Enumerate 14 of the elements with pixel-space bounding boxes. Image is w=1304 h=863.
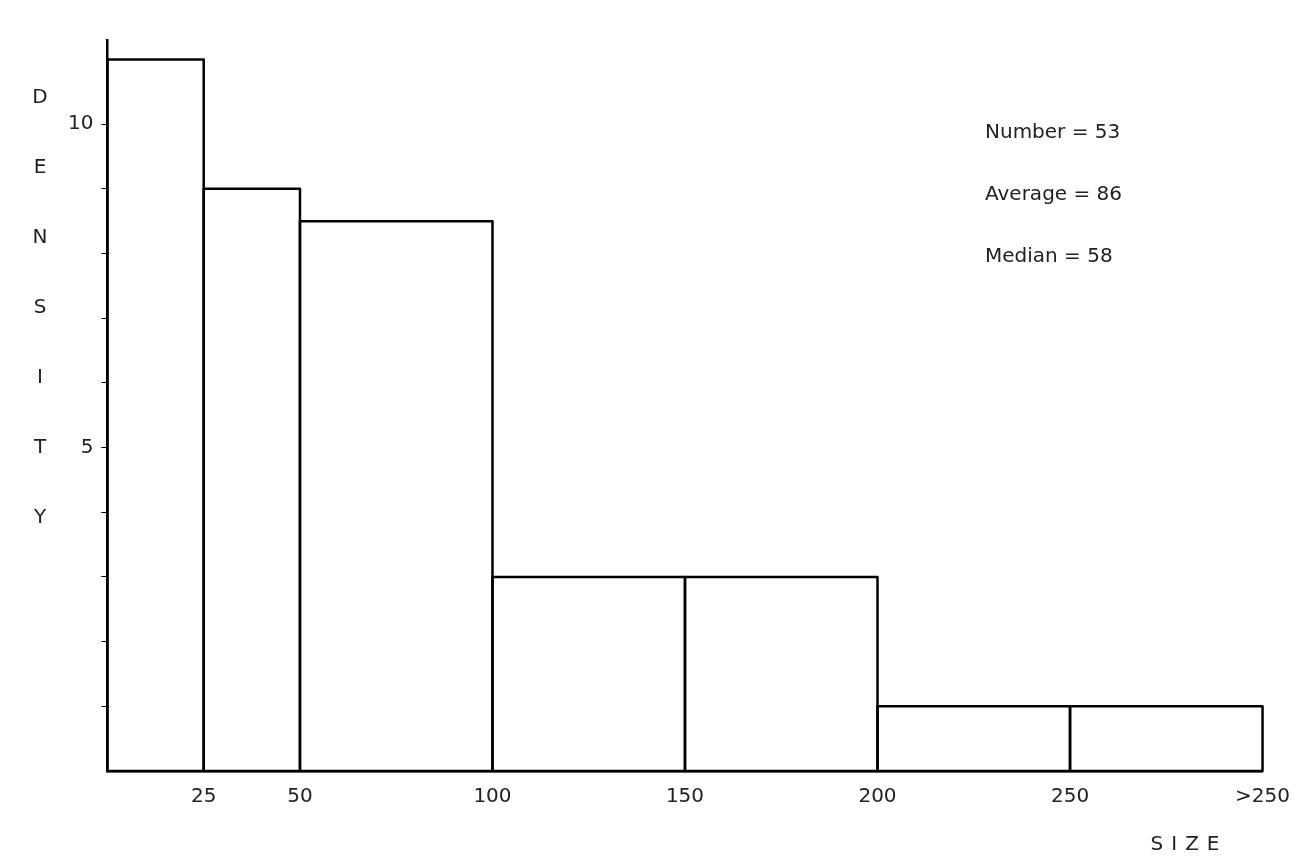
y-tick-label: 10 (68, 110, 94, 135)
text: DENSITY (32, 84, 48, 529)
annotation: Average = 86 (985, 181, 1123, 206)
x-tick-label: 50 (287, 783, 313, 808)
x-tick-label: >250 (1235, 783, 1290, 808)
y-tick-label: 5 (80, 433, 94, 458)
x-tick-label: 150 (665, 783, 705, 808)
annotation: Number = 53 (985, 119, 1121, 144)
annotation: Median = 58 (985, 243, 1113, 268)
x-tick-label: 25 (190, 783, 217, 808)
x-tick-label: 250 (1050, 783, 1090, 808)
x-axis-title: SIZE (1150, 831, 1228, 856)
x-tick-label: 100 (473, 783, 512, 808)
x-tick-label: 200 (858, 783, 897, 808)
